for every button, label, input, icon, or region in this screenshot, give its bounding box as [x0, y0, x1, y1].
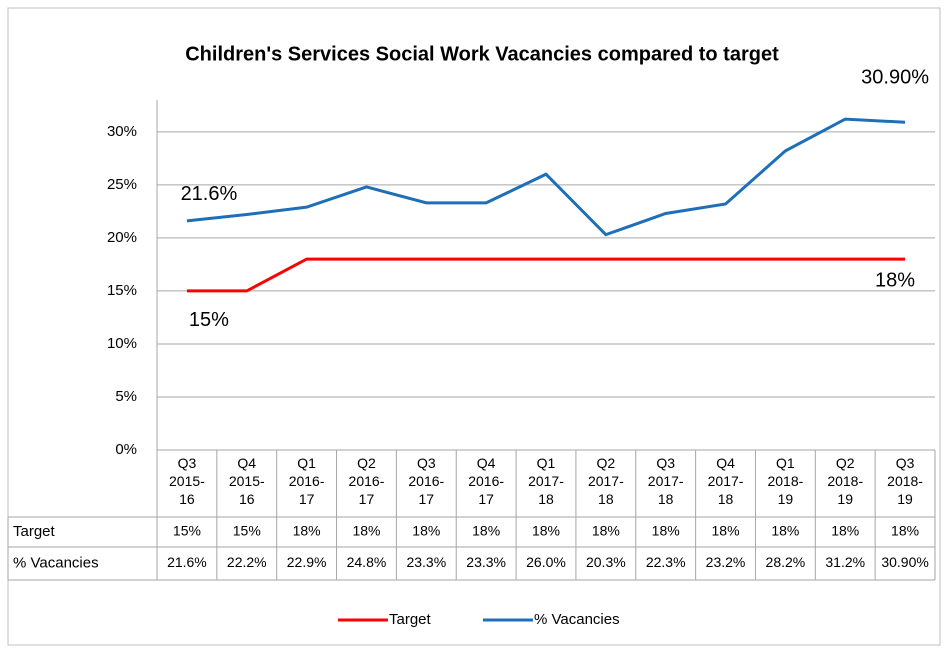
data-label: 21.6%: [181, 183, 238, 205]
legend-label: Target: [389, 611, 432, 628]
x-tick-label: Q4 2015-16: [228, 455, 265, 507]
x-tick-label-box: Q1 2017-18: [528, 455, 564, 507]
x-tick-label: Q4 2016-17: [468, 455, 505, 507]
x-tick-label: Q1 2018-19: [767, 455, 804, 507]
chart-title: Children's Services Social Work Vacancie…: [185, 43, 779, 65]
x-tick-label-box: Q4 2017-18: [707, 455, 744, 507]
table-cell: 18%: [293, 523, 321, 539]
x-tick-label-box: Q2 2018-19: [827, 455, 864, 507]
x-tick-label-box: Q4 2016-17: [468, 455, 505, 507]
y-tick-label: 0%: [115, 441, 137, 458]
x-tick-label-box: Q4 2015-16: [228, 455, 265, 507]
x-tick-label: Q4 2017-18: [707, 455, 744, 507]
line-series: [186, 117, 906, 237]
table-cell: 18%: [412, 523, 440, 539]
data-label: 18%: [875, 269, 915, 291]
table-cell: 23.3%: [406, 554, 446, 570]
x-tick-label: Q3 2017-18: [647, 455, 684, 507]
table-row-label: Target: [13, 523, 56, 540]
table-cell: 26.0%: [526, 554, 566, 570]
x-tick-label: Q3 2018-19: [887, 455, 923, 507]
x-tick-label-box: Q3 2018-19: [887, 455, 923, 507]
x-tick-label: Q2 2016-17: [348, 455, 385, 507]
y-tick-label: 20%: [107, 229, 137, 246]
y-tick-label: 30%: [107, 123, 137, 140]
y-tick-label: 25%: [107, 176, 137, 193]
x-tick-label: Q2 2018-19: [827, 455, 864, 507]
table-cell: 18%: [472, 523, 500, 539]
x-tick-label: Q1 2017-18: [528, 455, 564, 507]
y-tick-label: 5%: [115, 388, 137, 405]
y-tick-label: 15%: [107, 282, 137, 299]
data-label: 30.90%: [861, 67, 929, 89]
table-cell: 15%: [233, 523, 261, 539]
legend-label: % Vacancies: [534, 611, 620, 628]
table-cell: 23.2%: [706, 554, 746, 570]
table-cell: 18%: [831, 523, 859, 539]
table-cell: 21.6%: [167, 554, 207, 570]
table-cell: 22.3%: [646, 554, 686, 570]
table-cell: 20.3%: [586, 554, 626, 570]
x-tick-label-box: Q2 2017-18: [587, 455, 624, 507]
x-tick-label: Q3 2016-17: [408, 455, 445, 507]
x-tick-label-box: Q2 2016-17: [348, 455, 385, 507]
x-tick-label: Q1 2016-17: [288, 455, 325, 507]
table-cell: 23.3%: [466, 554, 506, 570]
table-cell: 18%: [532, 523, 560, 539]
table-cell: 22.9%: [287, 554, 327, 570]
chart-border: [7, 7, 941, 646]
table-cell: 18%: [592, 523, 620, 539]
x-tick-label-box: Q3 2015-16: [169, 455, 205, 507]
line-series: [186, 257, 906, 293]
x-tick-label: Q3 2015-16: [169, 455, 205, 507]
x-tick-label-box: Q3 2017-18: [647, 455, 684, 507]
table-cell: 30.90%: [881, 554, 928, 570]
y-tick-label: 10%: [107, 335, 137, 352]
table-cell: 28.2%: [766, 554, 806, 570]
x-tick-label: Q2 2017-18: [587, 455, 624, 507]
table-cell: 18%: [352, 523, 380, 539]
x-tick-label-box: Q3 2016-17: [408, 455, 445, 507]
x-tick-label-box: Q1 2016-17: [288, 455, 325, 507]
table-cell: 18%: [712, 523, 740, 539]
x-tick-label-box: Q1 2018-19: [767, 455, 804, 507]
table-cell: 22.2%: [227, 554, 267, 570]
table-cell: 24.8%: [347, 554, 387, 570]
table-cell: 18%: [771, 523, 799, 539]
table-row-label: % Vacancies: [13, 554, 99, 571]
table-cell: 18%: [652, 523, 680, 539]
table-cell: 18%: [891, 523, 919, 539]
table-cell: 15%: [173, 523, 201, 539]
data-label: 15%: [189, 309, 229, 331]
table-cell: 31.2%: [825, 554, 865, 570]
